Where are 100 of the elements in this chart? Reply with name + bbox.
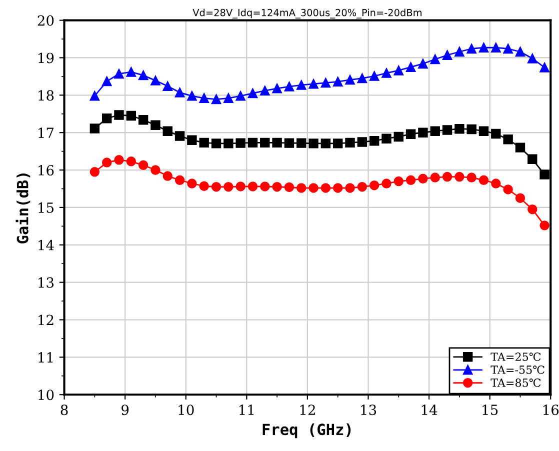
point bbox=[528, 204, 538, 214]
point bbox=[260, 86, 270, 96]
point bbox=[369, 136, 380, 146]
point bbox=[126, 156, 136, 166]
y-tick-label: 13 bbox=[38, 277, 54, 288]
point bbox=[90, 124, 100, 134]
point bbox=[199, 181, 209, 191]
point bbox=[454, 172, 464, 182]
point bbox=[272, 182, 282, 192]
point bbox=[466, 124, 476, 134]
point bbox=[260, 138, 270, 148]
point bbox=[272, 84, 282, 94]
point bbox=[418, 128, 428, 138]
point bbox=[308, 183, 318, 193]
point bbox=[503, 134, 513, 144]
x-tick-label: 9 bbox=[122, 404, 129, 416]
point bbox=[491, 42, 501, 52]
y-tick-label: 11 bbox=[38, 352, 53, 362]
point bbox=[114, 155, 124, 165]
point bbox=[174, 88, 185, 98]
point bbox=[332, 183, 343, 193]
x-tick-label: 12 bbox=[300, 404, 315, 415]
point bbox=[187, 178, 197, 188]
point bbox=[90, 91, 100, 101]
y-tick-label: 15 bbox=[38, 202, 54, 213]
point bbox=[174, 131, 185, 141]
point bbox=[442, 50, 452, 60]
x-axis-title: Freq (GHz) bbox=[262, 423, 351, 438]
legend-label: TA=85℃ bbox=[490, 378, 541, 387]
point bbox=[174, 175, 185, 185]
point bbox=[503, 184, 513, 194]
y-tick-label: 10 bbox=[38, 390, 54, 400]
point bbox=[150, 76, 160, 86]
point bbox=[369, 180, 380, 190]
point bbox=[454, 46, 464, 57]
point bbox=[345, 74, 355, 85]
point bbox=[515, 142, 526, 152]
point bbox=[138, 70, 148, 80]
point bbox=[150, 120, 160, 130]
point bbox=[430, 172, 440, 182]
point bbox=[478, 42, 489, 52]
point bbox=[406, 129, 416, 139]
point bbox=[126, 67, 136, 77]
point bbox=[491, 128, 501, 139]
point bbox=[284, 82, 294, 92]
point bbox=[382, 134, 392, 144]
point bbox=[454, 124, 464, 134]
point bbox=[126, 110, 136, 121]
point bbox=[224, 138, 234, 148]
y-tick-label: 19 bbox=[38, 52, 54, 64]
point bbox=[236, 138, 246, 148]
point bbox=[211, 138, 222, 148]
point bbox=[357, 182, 368, 192]
point bbox=[345, 183, 355, 193]
point bbox=[418, 58, 428, 69]
point bbox=[162, 171, 172, 181]
point bbox=[430, 126, 440, 136]
point bbox=[357, 137, 368, 147]
point bbox=[418, 174, 428, 184]
y-tick-label: 20 bbox=[38, 15, 54, 26]
point bbox=[308, 79, 318, 89]
point bbox=[162, 126, 172, 136]
point bbox=[540, 220, 550, 230]
point bbox=[272, 138, 282, 148]
point bbox=[114, 68, 124, 79]
point bbox=[248, 182, 258, 192]
point bbox=[187, 91, 197, 101]
point bbox=[332, 138, 343, 148]
point bbox=[199, 138, 209, 148]
point bbox=[515, 193, 526, 203]
point bbox=[199, 93, 209, 104]
point bbox=[224, 182, 234, 192]
point bbox=[236, 91, 246, 101]
point bbox=[284, 138, 294, 148]
point bbox=[114, 110, 124, 120]
point bbox=[296, 138, 306, 148]
point bbox=[382, 178, 392, 188]
point bbox=[466, 172, 476, 182]
point bbox=[150, 165, 160, 175]
point bbox=[236, 182, 246, 192]
point bbox=[102, 76, 112, 86]
point bbox=[320, 183, 331, 193]
y-tick-label: 17 bbox=[38, 128, 54, 138]
point bbox=[491, 178, 501, 188]
point bbox=[320, 78, 331, 88]
chart-title: Vd=28V_Idq=124mA_300us_20%_Pin=-20dBm bbox=[192, 8, 422, 18]
x-tick-label: 16 bbox=[543, 404, 559, 416]
x-tick-label: 8 bbox=[60, 404, 68, 416]
point bbox=[102, 158, 112, 168]
point bbox=[540, 170, 550, 180]
point bbox=[478, 175, 489, 185]
point bbox=[90, 167, 100, 177]
point bbox=[466, 44, 476, 54]
legend-label: TA=25℃ bbox=[490, 352, 541, 361]
point bbox=[308, 138, 318, 148]
point bbox=[394, 132, 404, 142]
point bbox=[138, 160, 148, 170]
point bbox=[503, 44, 513, 54]
point bbox=[224, 93, 234, 104]
point bbox=[211, 94, 222, 104]
